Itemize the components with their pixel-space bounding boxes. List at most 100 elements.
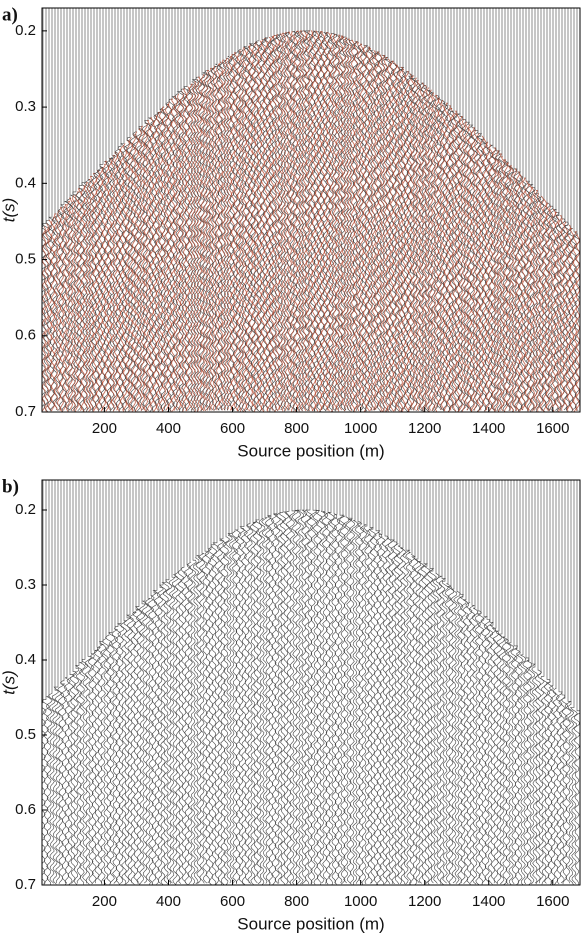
trace	[74, 480, 83, 884]
trace	[141, 480, 149, 884]
trace-fill	[423, 85, 427, 412]
trace-fill	[296, 30, 301, 412]
trace	[537, 8, 545, 411]
trace	[201, 8, 210, 411]
trace	[522, 480, 530, 885]
trace-fill	[519, 174, 523, 412]
trace-fill	[336, 34, 340, 412]
trace-fill	[354, 41, 358, 412]
trace	[222, 480, 231, 885]
trace	[234, 480, 242, 884]
trace-fill	[516, 171, 520, 412]
trace-fill	[507, 162, 511, 412]
y-axis-label: t(s)	[0, 198, 18, 223]
trace	[438, 480, 447, 885]
trace	[72, 480, 80, 885]
trace	[497, 480, 505, 885]
trace	[465, 480, 473, 885]
trace	[390, 480, 398, 885]
trace-fill	[75, 191, 80, 412]
x-tick-label: 800	[284, 420, 309, 437]
trace	[348, 8, 356, 411]
trace-fill	[146, 120, 151, 411]
trace	[165, 480, 173, 884]
trace	[321, 480, 329, 884]
trace	[384, 480, 392, 885]
trace-fill	[284, 32, 289, 411]
trace	[186, 8, 194, 411]
x-tick-label: 800	[284, 893, 309, 910]
trace	[219, 480, 226, 885]
trace	[72, 8, 80, 412]
trace-fill	[492, 147, 496, 412]
trace-fill	[558, 215, 562, 412]
trace-fill	[330, 33, 334, 412]
trace	[339, 8, 347, 412]
y-tick-label: 0.3	[15, 98, 36, 115]
trace-fill	[123, 143, 127, 412]
x-tick-label: 200	[92, 893, 117, 910]
trace	[369, 8, 377, 411]
trace	[168, 480, 176, 884]
trace	[117, 480, 125, 884]
trace	[93, 8, 101, 411]
trace	[267, 480, 275, 884]
trace-fill	[87, 179, 91, 412]
trace	[193, 480, 200, 885]
trace-fill	[291, 31, 295, 412]
trace-fill	[195, 79, 199, 412]
trace	[435, 480, 443, 885]
trace	[165, 8, 173, 412]
trace	[483, 480, 491, 884]
trace	[129, 480, 137, 885]
y-axis-label: t(s)	[0, 670, 18, 695]
trace	[417, 8, 425, 412]
trace-fill	[342, 36, 346, 412]
trace	[515, 480, 524, 884]
trace-fill	[351, 39, 355, 411]
trace-fill	[444, 102, 449, 412]
trace	[558, 480, 566, 884]
trace	[105, 8, 114, 411]
x-tick-label: 1000	[344, 420, 377, 437]
trace-fill	[357, 42, 361, 412]
trace	[207, 480, 215, 885]
trace	[333, 480, 341, 885]
trace-fill	[162, 106, 166, 412]
trace-fill	[387, 58, 391, 412]
trace-fill	[299, 30, 304, 412]
trace-fill	[186, 86, 190, 411]
trace	[303, 480, 311, 885]
trace-fill	[333, 33, 337, 411]
trace	[42, 480, 50, 884]
trace	[462, 480, 470, 885]
trace	[480, 480, 488, 885]
trace	[227, 480, 236, 884]
trace	[567, 480, 575, 885]
trace	[201, 480, 210, 884]
trace	[363, 480, 371, 885]
trace-fill	[500, 156, 505, 412]
trace	[318, 8, 326, 411]
trace	[144, 480, 152, 885]
trace	[243, 8, 251, 411]
trace	[396, 8, 405, 412]
trace	[486, 8, 494, 412]
trace-fill	[530, 186, 535, 412]
trace	[546, 8, 554, 411]
trace	[273, 480, 281, 885]
trace-fill	[252, 43, 256, 412]
trace	[450, 8, 458, 412]
trace	[270, 8, 278, 412]
trace	[231, 8, 238, 411]
trace	[275, 8, 284, 411]
trace-fill	[225, 57, 229, 411]
trace	[384, 8, 392, 412]
trace-fill	[455, 113, 460, 412]
trace	[506, 480, 515, 885]
trace	[363, 8, 371, 412]
trace	[180, 8, 188, 412]
trace	[96, 8, 104, 412]
y-tick-label: 0.2	[15, 501, 36, 518]
trace	[573, 480, 580, 885]
